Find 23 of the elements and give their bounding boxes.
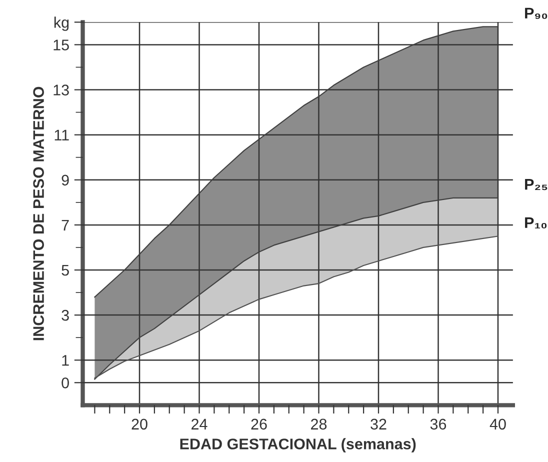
x-tick-label: 36 [430, 418, 446, 430]
x-tick-label: 28 [311, 418, 327, 430]
y-tick-label: 13 [54, 84, 69, 96]
y-tick-label: 0 [62, 378, 69, 388]
x-tick-label: 24 [192, 418, 208, 430]
x-tick-label: 32 [370, 418, 386, 430]
y-tick-label: 15 [54, 40, 69, 50]
series-label: P₁₀ [525, 217, 547, 228]
x-tick-label: 20 [132, 418, 148, 430]
line-series [94, 236, 499, 379]
x-tick-label: 40 [490, 418, 506, 430]
x-tick-label: 26 [251, 418, 267, 430]
y-tick-label: kg [54, 16, 69, 31]
y-tick-label: 1 [62, 355, 69, 366]
y-axis-title: INCREMENTO DE PESO MATERNO [33, 86, 44, 340]
y-tick-label: 11 [54, 130, 69, 140]
y-tick-label: 7 [62, 220, 69, 230]
x-axis-title: EDAD GESTACIONAL (semanas) [180, 438, 416, 452]
series-label: P₉₀ [525, 8, 548, 19]
y-tick-label: 3 [62, 310, 69, 321]
y-tick-label: 9 [62, 174, 69, 186]
series-label: P₂₅ [525, 179, 548, 190]
y-tick-label: 5 [62, 265, 69, 276]
